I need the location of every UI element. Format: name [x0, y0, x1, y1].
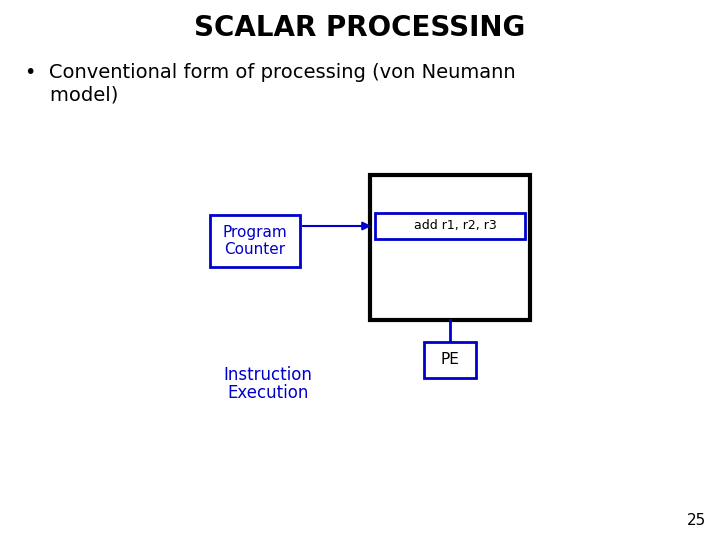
- Bar: [210, 215, 300, 267]
- Text: SCALAR PROCESSING: SCALAR PROCESSING: [194, 14, 526, 42]
- Text: Program: Program: [222, 225, 287, 240]
- Text: Instruction: Instruction: [224, 366, 312, 384]
- Text: Counter: Counter: [225, 242, 286, 258]
- Bar: [424, 342, 476, 378]
- Text: PE: PE: [441, 353, 459, 368]
- Text: 25: 25: [687, 513, 706, 528]
- Text: add r1, r2, r3: add r1, r2, r3: [413, 219, 496, 233]
- Text: model): model): [25, 85, 118, 105]
- Bar: [375, 213, 525, 239]
- Bar: [370, 175, 530, 320]
- Text: •  Conventional form of processing (von Neumann: • Conventional form of processing (von N…: [25, 63, 516, 82]
- Text: Execution: Execution: [228, 384, 309, 402]
